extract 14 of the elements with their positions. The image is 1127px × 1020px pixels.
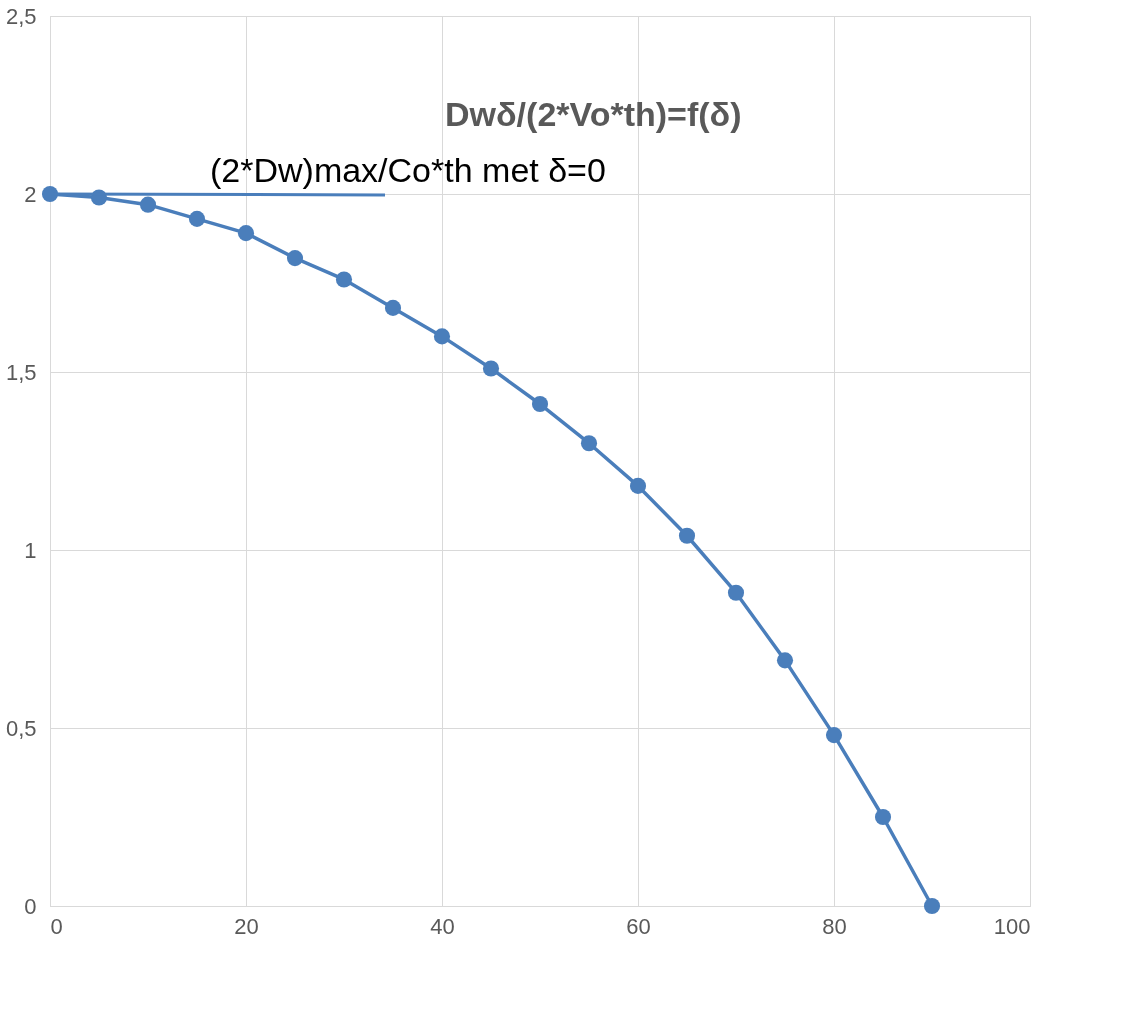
- y-tick-label: 0,5: [5, 715, 37, 741]
- x-tick-label: 60: [626, 913, 651, 939]
- y-tick-label: 2: [24, 181, 37, 207]
- x-tick-label: 20: [234, 913, 259, 939]
- x-tick-label: 100: [993, 913, 1031, 939]
- text: Dwδ/(2*Vo*th)=f(δ): [445, 95, 742, 133]
- x-tick-label: 40: [430, 913, 455, 939]
- y-tick-label: 0: [24, 893, 37, 919]
- annotation: (2*Dw)max/Co*th met δ=0: [210, 151, 606, 189]
- y-tick-label: 1,5: [5, 359, 37, 385]
- x-tick-label: 80: [822, 913, 847, 939]
- y-tick-label: 1: [24, 537, 37, 563]
- x-tick-label: 0: [50, 913, 63, 939]
- y-tick-label: 2,5: [5, 3, 37, 29]
